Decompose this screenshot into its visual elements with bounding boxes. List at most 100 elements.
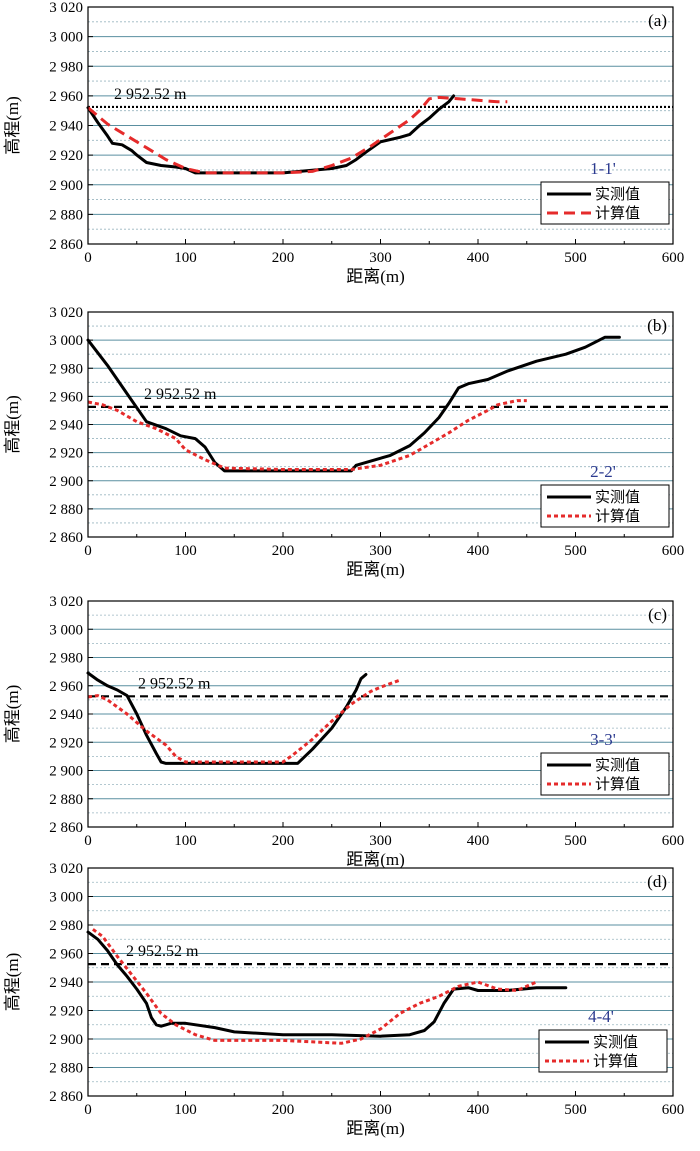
panel-label: (a) [648, 11, 667, 30]
y-tick-label: 2 900 [49, 764, 83, 780]
x-tick-label: 100 [174, 543, 197, 559]
y-tick-label: 3 020 [49, 594, 83, 610]
y-tick-label: 2 980 [49, 918, 83, 934]
legend-entry: 计算值 [595, 204, 640, 222]
x-tick-label: 400 [467, 543, 490, 559]
y-tick-label: 2 900 [49, 474, 83, 490]
y-tick-label: 2 980 [49, 651, 83, 667]
reference-line-label: 2 952.52 m [138, 675, 211, 692]
x-tick-label: 600 [662, 543, 685, 559]
y-tick-label: 2 880 [49, 502, 83, 518]
x-tick-label: 500 [564, 1102, 587, 1118]
plot-frame [87, 600, 674, 828]
legend-entry: 实测值 [595, 757, 640, 774]
y-tick-label: 2 880 [49, 1061, 83, 1077]
legend-box [540, 752, 670, 796]
plot-frame [87, 867, 674, 1097]
x-tick-label: 0 [84, 250, 92, 266]
x-tick-label: 600 [662, 1102, 685, 1118]
y-tick-label: 2 960 [49, 679, 83, 695]
x-tick-label: 100 [174, 833, 197, 849]
y-tick-label: 2 980 [49, 59, 83, 75]
legend-entry: 实测值 [595, 489, 640, 506]
chart-panel-b: 2 860 2 880 2 900 2 920 2 940 2 960 2 980 3 000… [3, 305, 684, 579]
y-tick-label: 2 940 [49, 418, 83, 434]
legend-entry: 计算值 [593, 1052, 638, 1070]
x-tick-label: 500 [564, 833, 587, 849]
x-tick-label: 400 [467, 1102, 490, 1118]
y-tick-label: 3 000 [49, 333, 83, 349]
y-tick-label: 2 860 [49, 237, 83, 253]
plot-frame [87, 6, 674, 245]
series-line-calculated [87, 95, 508, 175]
y-tick-label: 3 000 [49, 30, 83, 46]
y-tick-label: 2 960 [49, 947, 83, 963]
y-tick-label: 2 940 [49, 975, 83, 991]
panel-label: (d) [647, 872, 667, 891]
x-axis-label: 距离(m) [346, 267, 405, 286]
y-tick-label: 2 860 [49, 530, 83, 546]
y-tick-label: 2 920 [49, 1004, 83, 1020]
y-tick-label: 3 020 [49, 861, 83, 877]
x-axis-label: 距离(m) [346, 560, 405, 579]
panel-label: (c) [648, 605, 667, 624]
x-tick-label: 200 [272, 250, 295, 266]
y-tick-label: 2 940 [49, 119, 83, 135]
reference-line-label: 2 952.52 m [114, 86, 187, 103]
legend-entry: 计算值 [595, 775, 640, 793]
x-tick-label: 300 [369, 833, 392, 849]
y-tick-label: 3 020 [49, 305, 83, 321]
y-tick-label: 3 000 [49, 622, 83, 638]
y-tick-label: 2 880 [49, 207, 83, 223]
x-tick-label: 500 [564, 250, 587, 266]
y-axis-label: 高程(m) [3, 96, 22, 155]
y-tick-label: 2 920 [49, 735, 83, 751]
series-line-calculated [87, 678, 401, 764]
y-tick-label: 2 940 [49, 707, 83, 723]
x-tick-label: 600 [662, 250, 685, 266]
legend-entry: 实测值 [593, 1034, 638, 1051]
section-label: 3-3' [590, 730, 616, 749]
legend-box [540, 181, 670, 225]
x-tick-label: 100 [174, 1102, 197, 1118]
x-tick-label: 400 [467, 250, 490, 266]
x-tick-label: 200 [272, 1102, 295, 1118]
section-label: 2-2' [590, 462, 616, 481]
x-tick-label: 500 [564, 543, 587, 559]
x-tick-label: 0 [84, 833, 92, 849]
x-axis-label: 距离(m) [346, 850, 405, 869]
y-tick-label: 2 920 [49, 446, 83, 462]
section-label: 1-1' [590, 159, 616, 178]
reference-line-label: 2 952.52 m [144, 386, 217, 403]
legend-entry: 计算值 [595, 507, 640, 525]
x-tick-label: 0 [84, 543, 92, 559]
series-line-measured [86, 671, 368, 765]
section-label: 4-4' [588, 1007, 614, 1026]
x-tick-label: 400 [467, 833, 490, 849]
y-axis-label: 高程(m) [3, 953, 22, 1012]
chart-panel-a: 2 860 2 880 2 900 2 920 2 940 2 960 2 980 3 000… [3, 0, 684, 286]
x-tick-label: 100 [174, 250, 197, 266]
x-tick-label: 0 [84, 1102, 92, 1118]
y-tick-label: 2 860 [49, 820, 83, 836]
x-axis-label: 距离(m) [346, 1119, 405, 1138]
panel-label: (b) [647, 316, 667, 335]
y-axis-label: 高程(m) [3, 685, 22, 744]
legend-entry: 实测值 [595, 186, 640, 203]
x-tick-label: 200 [272, 543, 295, 559]
y-tick-label: 2 860 [49, 1089, 83, 1105]
x-tick-label: 600 [662, 833, 685, 849]
y-tick-label: 2 880 [49, 792, 83, 808]
y-tick-label: 2 980 [49, 361, 83, 377]
chart-panel-c: 2 860 2 880 2 900 2 920 2 940 2 960 2 980 3 000… [3, 594, 684, 869]
legend-box [538, 1029, 668, 1073]
y-tick-label: 3 020 [49, 0, 83, 16]
y-tick-label: 2 900 [49, 178, 83, 194]
y-tick-label: 2 900 [49, 1032, 83, 1048]
y-tick-label: 2 960 [49, 89, 83, 105]
series-line-calculated [92, 928, 538, 1045]
series-line-measured [86, 94, 456, 175]
